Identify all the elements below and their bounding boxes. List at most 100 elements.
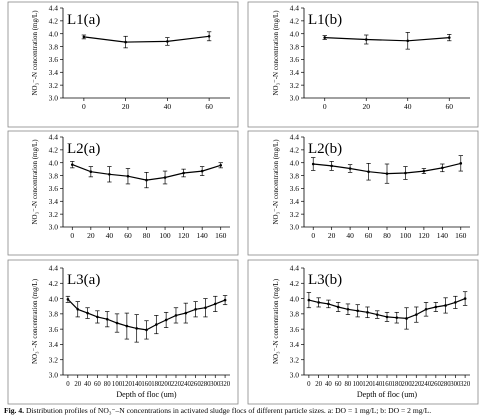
x-tick-label: 100 bbox=[400, 231, 412, 240]
x-axis-label: Depth of floc (um) bbox=[116, 390, 177, 399]
y-tick-label: 3.2 bbox=[49, 355, 59, 364]
x-tick-label: 80 bbox=[345, 381, 352, 388]
panel-border bbox=[7, 130, 239, 256]
panel-title: L3(b) bbox=[308, 272, 342, 288]
y-tick-label: 4.2 bbox=[49, 279, 59, 288]
y-tick-label: 4.4 bbox=[49, 264, 59, 273]
data-point bbox=[115, 321, 119, 325]
x-tick-label: 240 bbox=[421, 381, 432, 388]
chart-panel-L3b: 3.03.23.43.63.84.04.24.40 20 40 60 80 100 120 1… bbox=[247, 259, 479, 405]
data-point bbox=[223, 298, 227, 302]
data-point bbox=[327, 302, 330, 306]
x-tick-label: 60 bbox=[205, 102, 213, 111]
data-point bbox=[367, 170, 370, 174]
data-point bbox=[454, 301, 457, 304]
data-point bbox=[336, 305, 340, 309]
data-point bbox=[163, 176, 167, 179]
data-point bbox=[366, 311, 369, 314]
x-tick-label: 120 bbox=[418, 231, 430, 240]
panel-border bbox=[247, 130, 479, 256]
y-tick-label: 3.4 bbox=[290, 68, 300, 77]
data-point bbox=[108, 172, 111, 176]
x-tick-label: 0 bbox=[311, 231, 315, 240]
y-axis-label: NO₃⁻-N concentration (mg/L) bbox=[31, 139, 39, 225]
y-tick-label: 3.4 bbox=[290, 340, 300, 349]
x-tick-label: 220 bbox=[171, 381, 182, 388]
data-point bbox=[441, 166, 444, 170]
y-tick-label: 4.0 bbox=[290, 29, 300, 38]
x-tick-label: 120 bbox=[122, 381, 133, 388]
y-tick-label: 4.2 bbox=[49, 17, 59, 26]
y-tick-label: 3.6 bbox=[290, 325, 300, 334]
x-tick-label: 260 bbox=[431, 381, 442, 388]
y-axis-label: NO₃⁻-N concentration (mg/L) bbox=[272, 278, 280, 364]
data-point bbox=[124, 40, 127, 44]
x-tick-label: 60 bbox=[446, 102, 454, 111]
data-point bbox=[323, 36, 327, 39]
data-point bbox=[463, 297, 467, 300]
y-tick-label: 3.4 bbox=[49, 197, 59, 206]
data-point bbox=[424, 307, 428, 311]
data-point bbox=[76, 307, 80, 311]
y-axis-label: NO₃⁻-N concentration (mg/L) bbox=[31, 10, 39, 96]
data-point bbox=[174, 314, 178, 317]
chart-panel-L1a: 3.0 3.2 3.4 3.6 3.8 4.0 4.2 4.4 0 20 40 60 NO₃⁻-N co… bbox=[7, 1, 239, 128]
figure-caption-text: Distribution profiles of NO₃⁻–N concentr… bbox=[25, 406, 432, 415]
y-tick-label: 3.6 bbox=[290, 184, 300, 193]
data-point bbox=[200, 169, 204, 173]
data-point bbox=[70, 163, 74, 166]
data-point bbox=[447, 36, 451, 39]
data-point bbox=[459, 162, 463, 165]
data-point bbox=[219, 163, 223, 167]
y-tick-label: 3.0 bbox=[49, 223, 59, 232]
y-tick-label: 3.0 bbox=[290, 94, 300, 103]
x-axis-label: Depth of floc (um) bbox=[357, 390, 418, 399]
x-tick-label: 40 bbox=[404, 102, 412, 111]
data-point bbox=[145, 178, 148, 182]
x-tick-label: 40 bbox=[106, 231, 114, 240]
data-point bbox=[311, 162, 315, 166]
data-point bbox=[213, 302, 217, 306]
y-tick-label: 4.0 bbox=[49, 29, 59, 38]
x-tick-label: 60 bbox=[94, 381, 101, 388]
y-tick-label: 3.0 bbox=[49, 94, 59, 103]
x-tick-label: 180 bbox=[392, 381, 403, 388]
data-point bbox=[356, 309, 360, 313]
data-point bbox=[126, 174, 130, 178]
data-point bbox=[135, 327, 138, 330]
y-tick-label: 3.8 bbox=[49, 310, 59, 319]
chart-panel-L1b: 3.0 3.2 3.4 3.6 3.8 4.0 4.2 4.4 0 20 40 60 NO₃⁻-N co… bbox=[247, 1, 479, 128]
x-tick-label: 160 bbox=[141, 381, 152, 388]
data-point bbox=[182, 171, 185, 175]
x-tick-label: 20 bbox=[122, 102, 130, 111]
x-tick-label: 280 bbox=[440, 381, 451, 388]
data-point bbox=[385, 315, 389, 319]
y-tick-label: 3.8 bbox=[290, 171, 300, 180]
data-point bbox=[317, 301, 320, 304]
x-tick-label: 60 bbox=[124, 231, 132, 240]
panel-title: L2(a) bbox=[67, 141, 100, 157]
panel-title: L1(b) bbox=[308, 12, 342, 28]
x-tick-label: 20 bbox=[74, 381, 81, 388]
y-axis-label: NO₃⁻-N concentration (mg/L) bbox=[31, 278, 39, 364]
y-tick-label: 3.8 bbox=[290, 310, 300, 319]
y-tick-label: 3.8 bbox=[290, 42, 300, 51]
y-tick-label: 3.2 bbox=[290, 81, 300, 90]
y-tick-label: 3.2 bbox=[290, 210, 300, 219]
y-tick-label: 4.2 bbox=[290, 17, 300, 26]
series-line bbox=[324, 37, 450, 42]
x-tick-label: 200 bbox=[401, 381, 412, 388]
y-tick-label: 3.4 bbox=[49, 68, 59, 77]
y-tick-label: 3.8 bbox=[49, 42, 59, 51]
data-point bbox=[395, 316, 399, 319]
y-tick-label: 4.4 bbox=[49, 4, 59, 13]
y-tick-label: 4.0 bbox=[290, 294, 300, 303]
panel-title: L3(a) bbox=[67, 272, 100, 288]
data-point bbox=[346, 307, 350, 311]
x-tick-label: 220 bbox=[411, 381, 422, 388]
y-tick-label: 4.4 bbox=[49, 133, 59, 142]
x-tick-label: 80 bbox=[143, 231, 151, 240]
x-tick-label: 0 bbox=[323, 102, 327, 111]
data-point bbox=[204, 306, 207, 310]
chart-panel-L3a: 3.03.23.43.63.84.04.24.40 20 40 60 80 100 120 1… bbox=[7, 259, 239, 405]
